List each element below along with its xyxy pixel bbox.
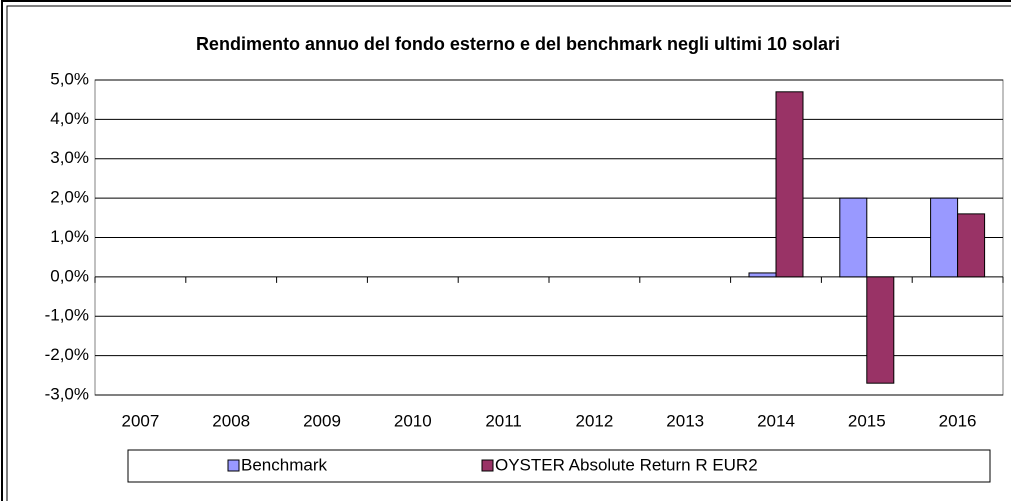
x-tick-label: 2014	[757, 411, 795, 430]
x-tick-label: 2013	[666, 411, 704, 430]
legend-label: Benchmark	[241, 455, 327, 474]
y-tick-label: 1,0%	[50, 227, 89, 246]
bar	[748, 272, 777, 278]
legend-swatch	[227, 459, 240, 472]
x-tick-label: 2009	[303, 411, 341, 430]
legend-label: OYSTER Absolute Return R EUR2	[495, 455, 758, 474]
x-tick-label: 2010	[394, 411, 432, 430]
y-tick-label: -3,0%	[45, 384, 89, 403]
y-tick-label: 4,0%	[50, 109, 89, 128]
y-tick-label: 0,0%	[50, 266, 89, 285]
y-tick-label: 2,0%	[50, 188, 89, 207]
x-tick-label: 2011	[485, 411, 522, 430]
x-tick-label: 2016	[939, 411, 977, 430]
y-tick-label: -2,0%	[45, 345, 89, 364]
y-tick-label: -1,0%	[45, 306, 89, 325]
y-tick-label: 5,0%	[50, 69, 89, 88]
inner-frame	[6, 5, 1011, 501]
x-tick-label: 2007	[121, 411, 159, 430]
x-tick-label: 2008	[212, 411, 250, 430]
legend-box	[127, 449, 991, 483]
chart-title: Rendimento annuo del fondo esterno e del…	[196, 34, 840, 54]
bar	[957, 213, 986, 278]
y-tick-label: 3,0%	[50, 148, 89, 167]
bar	[866, 276, 895, 384]
legend-swatch	[481, 459, 494, 472]
x-tick-label: 2012	[575, 411, 613, 430]
bar	[775, 91, 804, 278]
bar	[930, 197, 959, 278]
bar	[839, 197, 868, 278]
x-tick-label: 2015	[848, 411, 886, 430]
